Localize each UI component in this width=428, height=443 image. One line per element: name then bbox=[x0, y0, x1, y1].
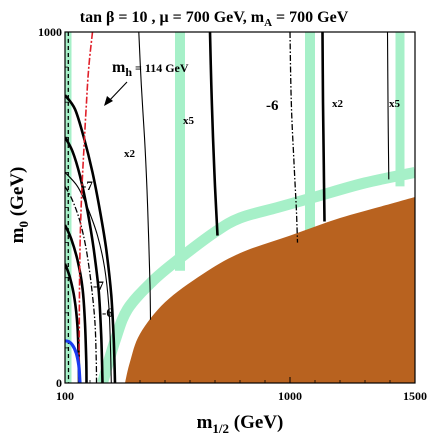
annotation-minus7-upper: -7 bbox=[82, 178, 93, 193]
chargino-limit bbox=[65, 339, 82, 383]
x-tick-label-1000: 1000 bbox=[278, 389, 302, 403]
x-tick-label-1500: 1500 bbox=[403, 389, 427, 403]
annotation-mh-text: m bbox=[112, 59, 126, 76]
annotation-minus7-lower: -7 bbox=[93, 278, 104, 293]
annotation-x5-right: x5 bbox=[389, 98, 401, 110]
y-axis-label-tail: (GeV) bbox=[7, 167, 28, 221]
annotation-mh-sub: h bbox=[125, 65, 132, 79]
y-axis-label-main: m bbox=[7, 227, 28, 243]
thick-contour-5 bbox=[208, 32, 219, 236]
annotation-x2-left: x2 bbox=[124, 148, 136, 160]
thin-contour-1 bbox=[138, 32, 152, 320]
y-axis-label-sub: 0 bbox=[16, 221, 31, 228]
dashdot-contour-2 bbox=[289, 32, 299, 243]
mh-contour bbox=[78, 32, 94, 383]
mh-arrow-head bbox=[104, 96, 113, 106]
title-main: tan β = 10 , μ = 700 GeV, m bbox=[80, 9, 265, 26]
annotation-minus6-top-text: -6 bbox=[266, 98, 279, 114]
plot-area bbox=[65, 32, 415, 383]
annotation-minus6-lower-text: -6 bbox=[102, 305, 113, 320]
annotation-minus6-top: -6 bbox=[266, 98, 279, 114]
annotation-minus7-lower-text: -7 bbox=[93, 278, 104, 293]
x-axis-label-tail: (GeV) bbox=[229, 412, 283, 433]
annotation-x5-mid-text: x5 bbox=[183, 115, 195, 127]
y-axis-label: m0 (GeV) bbox=[7, 167, 31, 244]
annotation-minus6-lower: -6 bbox=[102, 305, 113, 320]
x-axis-label-main: m bbox=[197, 412, 213, 433]
annotation-x2-right-text: x2 bbox=[332, 98, 344, 110]
title-sub: A bbox=[264, 17, 272, 29]
x-tick-label-100: 100 bbox=[56, 389, 74, 403]
thick-contour-1 bbox=[65, 94, 117, 383]
thin-contour-3 bbox=[65, 172, 112, 383]
mh-arrow-line bbox=[107, 81, 128, 103]
annotations: mh = 114 GeV -6 -7 -7 -6 x2 x5 x2 x5 bbox=[82, 59, 401, 320]
annotation-x2-right: x2 bbox=[332, 98, 344, 110]
x-axis-label: m1/2 (GeV) bbox=[197, 412, 284, 436]
annotation-minus7-upper-text: -7 bbox=[82, 178, 93, 193]
annotation-mh-tail: = 114 GeV bbox=[132, 61, 189, 75]
annotation-mh: mh = 114 GeV bbox=[112, 59, 189, 79]
dashdot-contour-1 bbox=[65, 186, 98, 383]
x-axis-label-sub: 1/2 bbox=[212, 421, 229, 436]
y-tick-label-1000: 1000 bbox=[38, 25, 62, 39]
annotation-x2-left-text: x2 bbox=[124, 148, 136, 160]
thick-contour-2 bbox=[65, 136, 104, 383]
annotation-x5-mid: x5 bbox=[183, 115, 195, 127]
thin-contour-2 bbox=[386, 32, 390, 180]
annotation-x5-right-text: x5 bbox=[389, 98, 401, 110]
thick-contour-6 bbox=[321, 32, 326, 222]
excluded-region bbox=[125, 197, 415, 383]
axis-ticks: 100 1000 1500 0 1000 bbox=[38, 25, 427, 403]
thick-contour-3 bbox=[65, 224, 88, 383]
y-tick-label-0: 0 bbox=[56, 376, 62, 390]
wmap-strip-main-coannihilation bbox=[97, 167, 415, 383]
title-tail: = 700 GeV bbox=[272, 9, 349, 26]
chart-title: tan β = 10 , μ = 700 GeV, mA = 700 GeV bbox=[80, 9, 349, 29]
